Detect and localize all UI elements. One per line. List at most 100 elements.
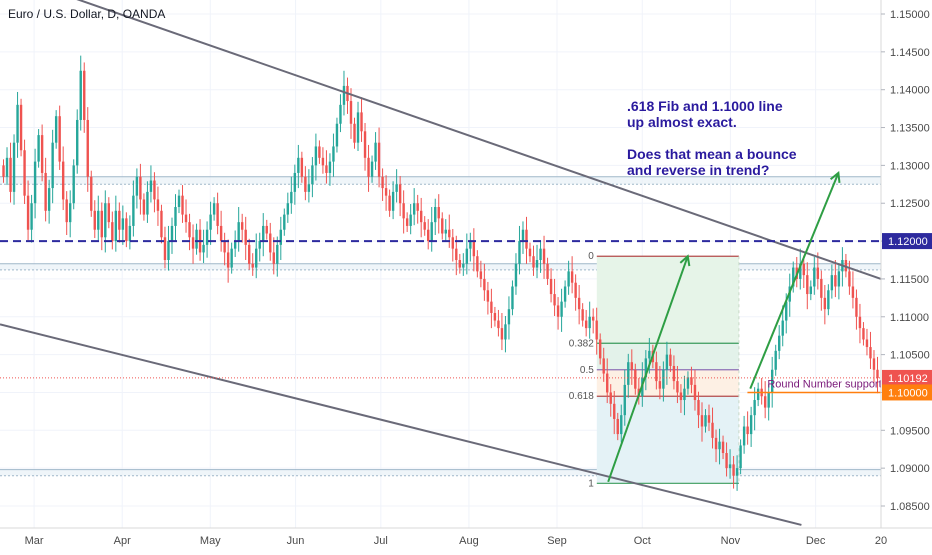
fib-level-label: 0.382	[569, 338, 594, 349]
candle-body	[588, 316, 591, 329]
candle-body	[388, 195, 391, 211]
candle-body	[262, 225, 265, 242]
candle-body	[686, 377, 690, 389]
candle-body	[535, 260, 539, 268]
candle-body	[802, 263, 805, 276]
candle-body	[272, 252, 275, 264]
candle-body	[216, 203, 219, 226]
candle-body	[377, 142, 381, 177]
candle-body	[121, 218, 125, 230]
candle-body	[599, 339, 602, 359]
candle-body	[149, 180, 153, 192]
candle-body	[335, 123, 339, 147]
candle-body	[167, 241, 170, 260]
candle-body	[532, 256, 535, 268]
candle-body	[595, 320, 598, 340]
candle-body	[54, 116, 58, 143]
candle-body	[785, 301, 788, 321]
candle-body	[356, 112, 360, 143]
badge-current-price-bg	[882, 369, 932, 386]
trend-arrow-shaft	[749, 172, 840, 390]
candle-body	[248, 244, 251, 264]
candle-body	[300, 157, 304, 177]
candle-body	[360, 112, 363, 132]
candle-body	[297, 157, 300, 173]
candle-body	[353, 123, 356, 143]
candle-body	[265, 225, 268, 234]
candle-body	[86, 119, 89, 177]
annotation-line: Does that mean a bounce	[627, 146, 797, 162]
candle-body	[563, 286, 567, 302]
candle-body	[799, 263, 802, 279]
candle-body	[679, 392, 683, 401]
candle-body	[146, 191, 149, 215]
candle-body	[423, 222, 426, 230]
y-tick-label: 1.11000	[890, 312, 929, 324]
candle-body	[395, 184, 398, 192]
fib-level-label: 1	[588, 478, 594, 489]
candle-body	[553, 294, 556, 306]
candle-body	[528, 248, 532, 257]
candle-body	[107, 203, 111, 223]
candle-body	[212, 203, 216, 215]
candle-body	[328, 161, 332, 173]
candle-body	[160, 210, 163, 238]
candle-body	[170, 225, 174, 242]
candle-body	[191, 237, 195, 249]
candle-body	[23, 150, 26, 196]
y-tick-label: 1.13000	[890, 160, 930, 172]
candle-body	[283, 214, 286, 230]
candle-body	[398, 184, 402, 204]
candle-body	[813, 267, 816, 287]
candle-body	[226, 252, 230, 268]
candle-body	[711, 422, 714, 438]
candle-body	[255, 248, 258, 268]
y-tick-label: 1.11500	[890, 274, 929, 286]
candle-body	[202, 244, 205, 253]
candle-body	[363, 131, 367, 158]
candle-body	[381, 176, 384, 189]
candle-body	[735, 468, 739, 476]
candle-body	[704, 415, 707, 427]
x-tick-label: Nov	[721, 535, 741, 547]
candle-body	[139, 176, 142, 200]
candle-body	[111, 222, 114, 242]
badge-1-12-bg	[882, 233, 932, 250]
candle-body	[61, 161, 65, 200]
candle-body	[402, 203, 405, 219]
candle-body	[876, 369, 879, 379]
candle-body	[721, 441, 725, 454]
candle-body	[19, 104, 23, 151]
fib-level-label: 0.618	[569, 391, 594, 402]
candle-body	[118, 210, 121, 230]
candle-body	[163, 237, 167, 260]
candle-body	[72, 165, 75, 204]
candle-body	[609, 392, 612, 404]
candle-body	[567, 271, 570, 287]
y-tick-label: 1.09000	[890, 463, 930, 475]
candle-body	[58, 116, 61, 162]
candle-body	[5, 157, 9, 177]
candle-body	[507, 309, 511, 325]
candle-body	[427, 229, 430, 242]
y-tick-label: 1.10500	[890, 350, 930, 362]
candle-body	[584, 320, 588, 329]
chart-title: Euro / U.S. Dollar, D, OANDA	[8, 7, 165, 21]
x-tick-label: Sep	[547, 535, 567, 547]
channel-band	[0, 469, 881, 476]
x-tick-label: Jun	[287, 535, 305, 547]
candle-body	[430, 222, 433, 242]
candle-body	[732, 464, 735, 476]
candle-body	[233, 241, 237, 249]
x-tick-label: Oct	[634, 535, 651, 547]
round-number-label: Round Number support ?	[767, 378, 891, 390]
candle-body	[318, 146, 321, 158]
candle-body	[539, 248, 542, 260]
candle-body	[606, 373, 609, 393]
candle-body	[749, 415, 753, 435]
candle-body	[451, 237, 454, 249]
candle-body	[76, 119, 79, 166]
candle-body	[321, 157, 325, 166]
candle-body	[820, 278, 823, 298]
